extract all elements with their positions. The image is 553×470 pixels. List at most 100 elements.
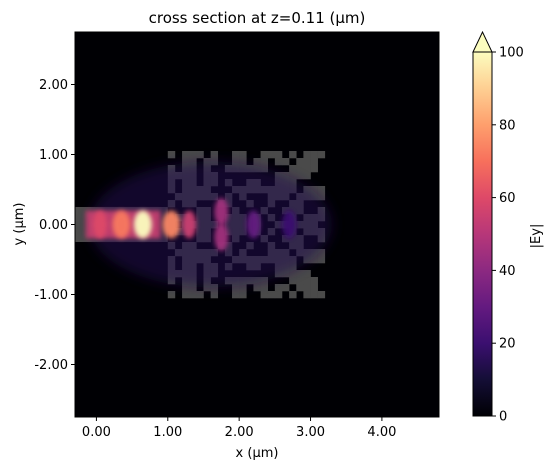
y-tick-label: 1.00 bbox=[39, 148, 68, 163]
design-pixel bbox=[203, 284, 211, 292]
design-pixel bbox=[317, 291, 326, 299]
x-tick-label: 4.00 bbox=[367, 425, 396, 440]
design-pixel bbox=[289, 277, 297, 285]
x-tick-label: 1.00 bbox=[153, 425, 182, 440]
heatmap-plot-area bbox=[75, 32, 439, 417]
design-pixel bbox=[182, 158, 190, 166]
colorbar-label: |Ey| bbox=[529, 224, 544, 249]
colorbar-tick-label: 80 bbox=[499, 118, 516, 133]
design-pixel bbox=[303, 270, 311, 278]
colorbar-tick-label: 100 bbox=[499, 46, 524, 61]
design-pixel bbox=[239, 158, 247, 166]
design-pixel bbox=[239, 284, 247, 292]
design-pixel bbox=[210, 284, 219, 292]
x-axis-label: x (μm) bbox=[236, 446, 279, 461]
design-pixel bbox=[289, 270, 297, 278]
y-tick-label: 2.00 bbox=[39, 78, 68, 93]
design-pixel bbox=[303, 151, 311, 159]
colorbar-tick-label: 40 bbox=[499, 264, 516, 279]
design-pixel bbox=[232, 158, 240, 166]
design-pixel bbox=[182, 291, 190, 299]
design-pixel bbox=[189, 284, 197, 292]
design-pixel bbox=[310, 291, 318, 299]
y-tick-label: 0.00 bbox=[39, 218, 68, 233]
design-pixel bbox=[303, 277, 311, 285]
field-halo bbox=[89, 161, 332, 288]
field-hotspot bbox=[112, 210, 131, 239]
design-pixel bbox=[296, 172, 304, 180]
colorbar-bar bbox=[473, 52, 492, 416]
colorbar-tick-label: 20 bbox=[499, 337, 516, 352]
chart-title: cross section at z=0.11 (μm) bbox=[149, 9, 366, 27]
design-pixel bbox=[267, 291, 276, 299]
design-pixel bbox=[260, 284, 269, 292]
design-pixel bbox=[274, 291, 283, 299]
y-axis: 2.00 1.00 0.00 -1.00 -2.00 bbox=[34, 78, 75, 373]
design-pixel bbox=[317, 186, 326, 194]
design-pixel bbox=[232, 291, 240, 299]
design-pixel bbox=[310, 165, 318, 173]
design-pixel bbox=[253, 284, 261, 292]
design-pixel bbox=[317, 249, 326, 257]
design-pixel bbox=[260, 158, 269, 166]
design-pixel bbox=[289, 151, 297, 159]
design-pixel bbox=[310, 151, 318, 159]
design-pixel bbox=[182, 151, 190, 159]
design-pixel bbox=[303, 284, 311, 292]
x-tick-label: 3.00 bbox=[296, 425, 325, 440]
design-pixel bbox=[303, 158, 311, 166]
design-pixel bbox=[189, 158, 197, 166]
field-hotspot bbox=[282, 210, 297, 239]
design-pixel bbox=[310, 277, 318, 285]
design-pixel bbox=[310, 284, 318, 292]
field-hotspot bbox=[182, 210, 197, 239]
design-pixel bbox=[260, 291, 269, 299]
design-pixel bbox=[310, 256, 318, 264]
field-hotspot bbox=[133, 210, 152, 239]
design-pixel bbox=[289, 172, 297, 180]
colorbar-frame bbox=[472, 52, 493, 417]
x-axis: 0.00 1.00 2.00 3.00 4.00 bbox=[82, 417, 396, 440]
x-tick-label: 2.00 bbox=[225, 425, 254, 440]
design-pixel bbox=[196, 151, 204, 159]
design-pixel bbox=[303, 172, 311, 180]
colorbar-ticks: 0 20 40 60 80 100 bbox=[492, 46, 524, 425]
x-tick-label: 0.00 bbox=[82, 425, 111, 440]
design-pixel bbox=[260, 151, 269, 159]
design-pixel bbox=[317, 256, 326, 264]
design-pixel bbox=[296, 270, 304, 278]
design-pixel bbox=[167, 151, 176, 159]
design-pixel bbox=[296, 158, 304, 166]
design-pixel bbox=[296, 165, 304, 173]
design-pixel bbox=[274, 158, 283, 166]
design-pixel bbox=[253, 158, 261, 166]
field-hotspot bbox=[214, 223, 229, 252]
design-pixel bbox=[239, 151, 247, 159]
design-pixel bbox=[189, 291, 197, 299]
y-axis-label: y (μm) bbox=[12, 203, 27, 246]
design-pixel bbox=[281, 284, 290, 292]
design-pixel bbox=[317, 151, 326, 159]
colorbar-tick-label: 60 bbox=[499, 191, 516, 206]
design-pixel bbox=[239, 291, 247, 299]
design-pixel bbox=[274, 151, 283, 159]
design-pixel bbox=[310, 186, 318, 194]
design-pixel bbox=[303, 291, 311, 299]
design-pixel bbox=[303, 165, 311, 173]
y-tick-label: -1.00 bbox=[34, 288, 68, 303]
field-layer bbox=[85, 161, 332, 288]
colorbar-tick-label: 0 bbox=[499, 410, 507, 425]
design-pixel bbox=[289, 291, 297, 299]
design-pixel bbox=[274, 284, 283, 292]
design-pixel bbox=[310, 158, 318, 166]
field-hotspot bbox=[162, 210, 181, 239]
field-hotspot bbox=[214, 197, 229, 226]
design-pixel bbox=[189, 151, 197, 159]
y-tick-label: -2.00 bbox=[34, 358, 68, 373]
design-pixel bbox=[296, 277, 304, 285]
colorbar: 0 20 40 60 80 100 |Ey| bbox=[472, 30, 544, 425]
design-pixel bbox=[232, 284, 240, 292]
design-pixel bbox=[289, 165, 297, 173]
design-pixel bbox=[167, 291, 176, 299]
design-pixel bbox=[232, 151, 240, 159]
